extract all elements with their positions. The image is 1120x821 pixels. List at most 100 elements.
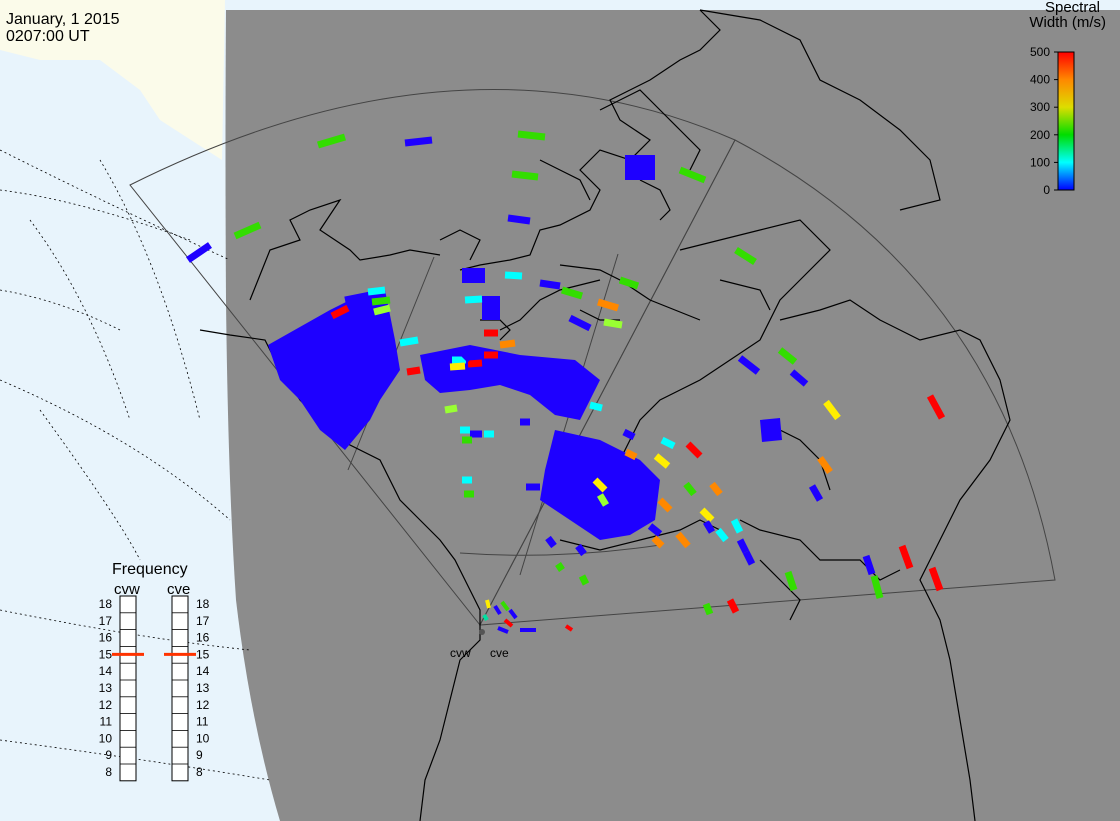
radar-echo-cell <box>568 314 592 332</box>
radar-echo-cell <box>699 507 715 523</box>
radar-echo-cell <box>449 362 466 371</box>
radar-echo-cell <box>186 242 212 263</box>
radar-echo-cell <box>660 436 676 450</box>
radar-echo-cell <box>624 448 638 461</box>
colorbar-tick-label: 300 <box>1030 100 1050 114</box>
colorbar-tick-label: 400 <box>1030 73 1050 87</box>
radar-echo-cell <box>545 535 557 549</box>
radar-echo-cell <box>564 624 574 632</box>
frequency-scale-label: 11 <box>196 715 209 729</box>
radar-echo-cell <box>734 247 757 265</box>
radar-echo-cell <box>373 304 391 316</box>
radar-echo-cluster <box>625 155 655 180</box>
radar-echo-cell <box>330 304 350 320</box>
colorbar-tick-label: 200 <box>1030 128 1050 142</box>
colorbar-tick-label: 0 <box>1043 183 1050 197</box>
radar-echo-cell <box>467 359 483 368</box>
radar-echo-cell <box>499 339 516 349</box>
radar-echo-cell <box>578 574 590 586</box>
radar-echo-cell <box>497 626 509 634</box>
radar-echo-cell <box>504 271 523 280</box>
radar-echo-cell <box>685 441 703 459</box>
radar-echo-cell <box>596 493 610 507</box>
radar-echo-cell <box>371 296 391 306</box>
radar-echo-cell <box>715 527 729 543</box>
frequency-scale-label: 9 <box>196 748 203 762</box>
frequency-scale-label: 14 <box>196 664 210 678</box>
radar-echo-cell <box>789 369 809 387</box>
frequency-scale-label: 9 <box>105 748 112 762</box>
radar-echo-cell <box>926 394 946 420</box>
radar-echo-cell <box>404 136 433 147</box>
frequency-scale-label: 8 <box>196 765 203 779</box>
radar-echo-cell <box>737 355 761 375</box>
radar-echo-cell <box>702 602 714 616</box>
radar-echo-cell <box>928 566 944 592</box>
radar-echo-cell <box>622 428 636 441</box>
frequency-radar-left: cvw <box>114 581 140 598</box>
radar-echo-cluster <box>268 290 400 450</box>
coastlines <box>199 9 1011 821</box>
radar-echo-cell <box>730 518 744 534</box>
radar-echo-cell <box>647 523 663 537</box>
radar-echo-cell <box>683 481 697 497</box>
radar-echo-cell <box>560 286 584 300</box>
frequency-scale-label: 13 <box>196 681 210 695</box>
radar-echo-cell <box>618 276 640 290</box>
station-label-cve: cve <box>490 646 509 660</box>
radar-echo-cell <box>742 550 756 566</box>
frequency-scale-label: 12 <box>99 698 113 712</box>
frequency-scale-label: 15 <box>99 647 113 661</box>
frequency-scale-label: 10 <box>99 731 113 745</box>
station-label-cvw: cvw <box>450 646 471 660</box>
radar-echo-cell <box>592 477 608 493</box>
radar-echo-cell <box>233 221 262 240</box>
radar-echo-cell <box>344 291 371 304</box>
radar-echo-cell <box>603 318 623 329</box>
radar-echo-cell <box>507 214 531 225</box>
radar-echo-cell <box>736 538 750 554</box>
frequency-scale-label: 14 <box>99 664 113 678</box>
radar-echo-cell <box>870 575 884 599</box>
radar-echo-cell <box>589 401 603 412</box>
radar-echo-cell <box>651 535 665 549</box>
frequency-panel: Frequency cvw cve 18 17 16 15 14 13 12 11 10 9 8 18… <box>99 561 210 782</box>
frequency-radar-right: cve <box>167 581 190 598</box>
colorbar-tick-label: 100 <box>1030 155 1050 169</box>
radar-echo-cell <box>406 366 421 376</box>
radar-echo-cell <box>777 347 798 365</box>
radar-echoes <box>186 130 946 634</box>
radar-echo-cluster <box>420 345 600 420</box>
frequency-scale-label: 16 <box>99 631 113 645</box>
radar-echo-cell <box>539 279 561 290</box>
radar-echo-cell <box>653 453 671 469</box>
frequency-scale-label: 13 <box>99 681 113 695</box>
frequency-scale-label: 17 <box>99 614 113 628</box>
radar-echo-cell <box>678 166 707 184</box>
radar-echo-cell <box>457 347 473 363</box>
frequency-scale-label: 18 <box>196 597 210 611</box>
radar-echo-cluster <box>462 268 485 283</box>
radar-echo-cell <box>503 618 514 628</box>
radar-echo-cell <box>482 613 489 622</box>
radar-echo-cell <box>726 598 740 614</box>
radar-echo-cell <box>399 336 419 347</box>
radar-echo-cell <box>808 484 824 502</box>
radar-echo-cell <box>485 599 491 609</box>
radar-echo-cell <box>657 497 673 513</box>
colorbar: Spectral Width (m/s) 500 400 300 200 100 0 <box>1029 0 1106 197</box>
radar-echo-cell <box>500 600 510 612</box>
radar-echo-cell <box>675 531 691 549</box>
time-label: 0207:00 UT <box>6 28 90 45</box>
radar-echo-cell <box>898 544 914 570</box>
radar-echo-cell <box>555 562 565 572</box>
radar-echo-cell <box>575 543 587 557</box>
frequency-title: Frequency <box>112 561 188 578</box>
frequency-scale-label: 15 <box>196 647 210 661</box>
radar-echo-cluster <box>482 296 500 320</box>
colorbar-tick-label: 500 <box>1030 45 1050 59</box>
radar-echo-cell <box>862 554 876 576</box>
radar-echo-cell <box>817 455 833 475</box>
radar-echo-cluster <box>760 418 782 442</box>
